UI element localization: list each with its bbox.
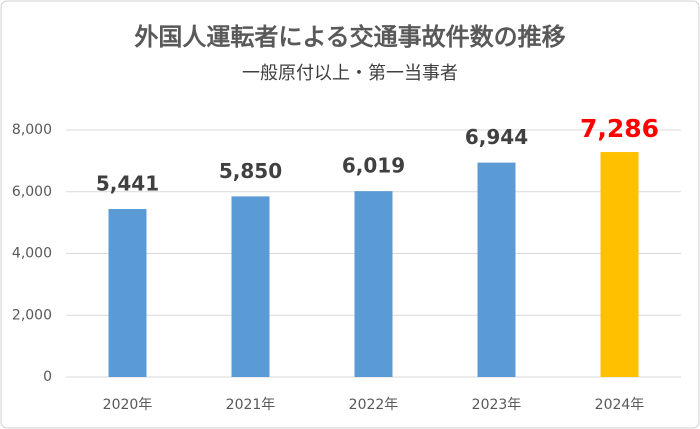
bar <box>600 152 639 377</box>
x-tick-label: 2020年 <box>103 397 153 413</box>
bar <box>108 209 147 377</box>
value-label: 6,019 <box>342 154 405 178</box>
y-tick-label: 8,000 <box>12 122 52 138</box>
y-tick-label: 6,000 <box>12 184 52 200</box>
value-label: 5,850 <box>219 159 282 183</box>
y-tick-label: 0 <box>43 369 52 385</box>
bar <box>354 191 393 377</box>
value-label: 5,441 <box>96 172 159 196</box>
y-tick-label: 4,000 <box>12 246 52 262</box>
bar <box>231 196 270 377</box>
x-tick-label: 2024年 <box>595 397 645 413</box>
value-label: 7,286 <box>580 114 659 143</box>
chart-subtitle: 一般原付以上・第一当事者 <box>242 63 458 84</box>
chart-title: 外国人運転者による交通事故件数の推移 <box>134 23 565 51</box>
x-tick-label: 2023年 <box>472 397 522 413</box>
x-tick-label: 2021年 <box>226 397 276 413</box>
value-label: 6,944 <box>465 125 528 149</box>
x-tick-label: 2022年 <box>349 397 399 413</box>
y-tick-label: 2,000 <box>12 307 52 323</box>
bar <box>477 162 516 377</box>
